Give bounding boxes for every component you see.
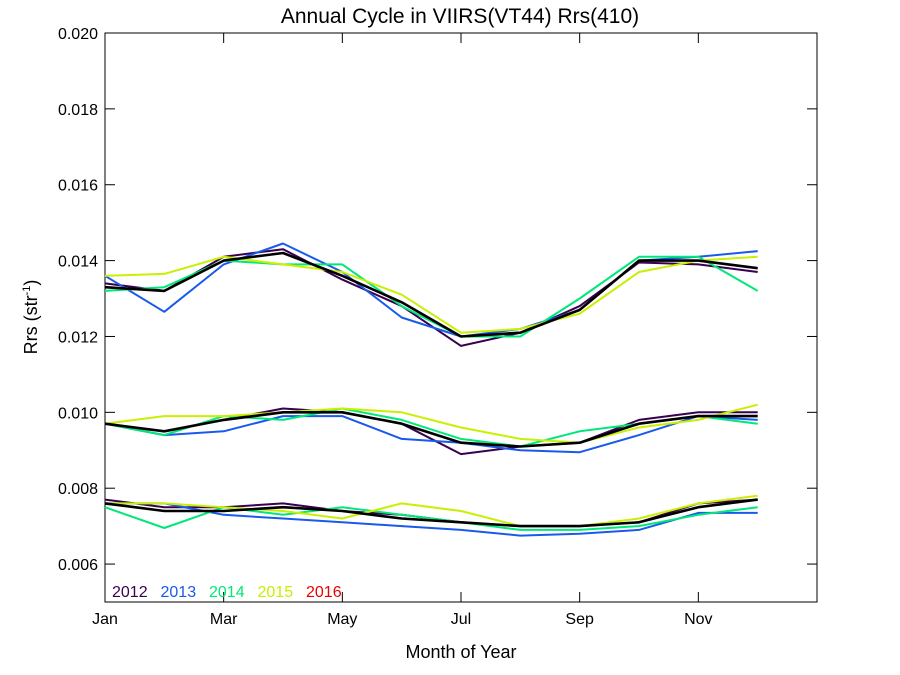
series-layer xyxy=(104,242,759,537)
series-line-2015-group-1 xyxy=(104,255,758,334)
x-tick-label: Jan xyxy=(92,611,118,628)
series-line-2015-group-3 xyxy=(105,494,758,528)
legend-item-2014: 2014 xyxy=(209,584,245,601)
x-axis: Jan Mar May Jul Sep Nov xyxy=(92,33,713,628)
chart-title: Annual Cycle in VIIRS(VT44) Rrs(410) xyxy=(281,5,639,28)
x-tick-label: Sep xyxy=(565,611,594,628)
x-axis-title: Month of Year xyxy=(405,642,516,662)
series-line-2015-group-2 xyxy=(104,403,758,444)
y-tick-label: 0.012 xyxy=(58,329,98,346)
series-line-mean-group-2 xyxy=(104,410,758,448)
plot-frame xyxy=(104,32,818,603)
y-axis-title-close: ) xyxy=(21,280,41,286)
legend-item-2013: 2013 xyxy=(161,584,197,601)
y-tick-label: 0.016 xyxy=(58,178,98,195)
x-tick-label: Nov xyxy=(684,611,712,628)
y-tick-label: 0.006 xyxy=(58,557,98,574)
y-axis-title-main: Rrs (str xyxy=(21,295,41,354)
x-tick-label: Mar xyxy=(210,611,238,628)
y-axis-title: Rrs (str-1) xyxy=(21,280,41,355)
x-tick-label: Jul xyxy=(451,611,471,628)
y-tick-label: 0.010 xyxy=(58,405,98,422)
legend: 2012 2013 2014 2015 2016 xyxy=(112,584,342,601)
y-tick-label: 0.014 xyxy=(58,254,98,271)
series-line-2013-group-2 xyxy=(104,415,758,454)
series-line-2013-group-3 xyxy=(105,502,758,537)
y-axis-title-superscript: -1 xyxy=(21,286,33,296)
y-tick-label: 0.018 xyxy=(58,102,98,119)
series-line-mean-group-3 xyxy=(104,498,758,528)
legend-item-2016: 2016 xyxy=(306,584,342,601)
legend-item-2012: 2012 xyxy=(112,584,148,601)
y-tick-label: 0.020 xyxy=(58,26,98,43)
y-tick-label: 0.008 xyxy=(58,481,98,498)
series-line-mean-group-1 xyxy=(104,251,758,338)
legend-item-2015: 2015 xyxy=(258,584,294,601)
x-tick-label: May xyxy=(327,611,357,628)
y-axis: 0.006 0.008 0.010 0.012 0.014 0.016 0.018 0.020 xyxy=(58,26,817,574)
